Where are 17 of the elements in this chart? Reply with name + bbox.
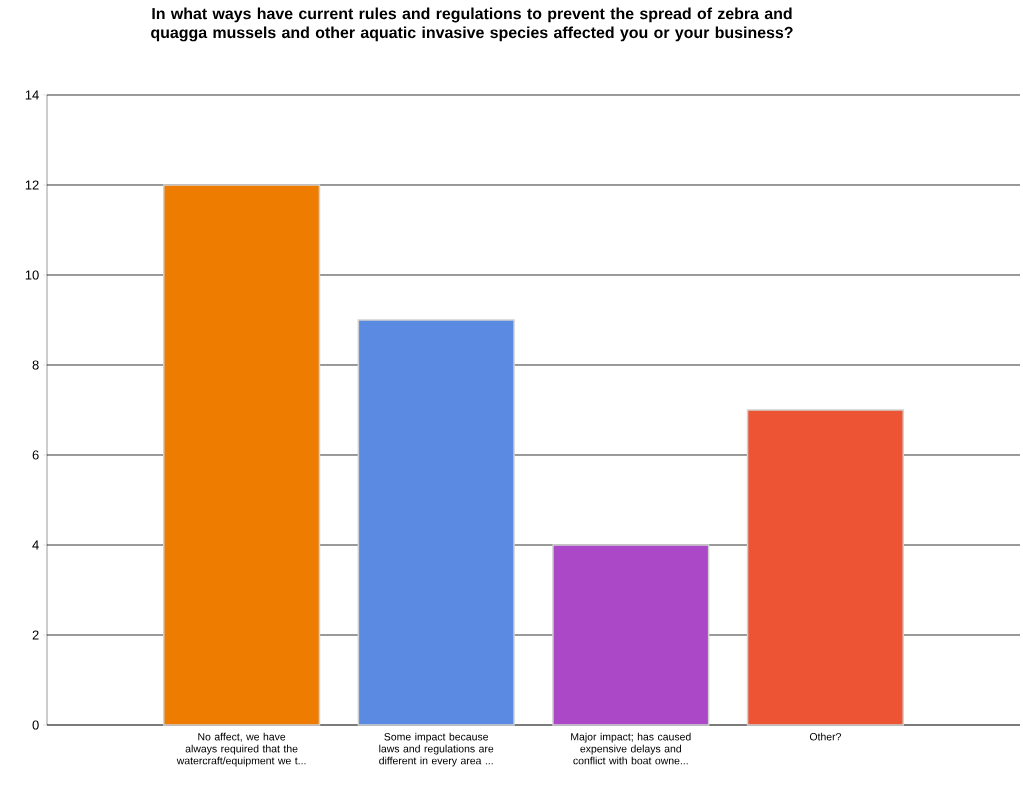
chart-title: In what ways have current rules and regulations to prevent the spread of zebra and quagga mussels and other aquatic invasive species affected you or your business? <box>151 7 793 42</box>
x-tick-label: No affect, we have always required that the watercraft/equipment we t... <box>176 732 306 767</box>
y-tick-label: 10 <box>25 270 39 280</box>
bar <box>357 319 515 726</box>
y-tick-label: 6 <box>32 450 39 460</box>
bar <box>163 184 321 726</box>
x-tick-label: Some impact because laws and regulations are different in every area ... <box>379 732 494 767</box>
bar <box>552 544 710 726</box>
x-tick-label: Major impact; has caused expensive delays and conflict with boat owne... <box>571 732 691 765</box>
y-tick-label: 8 <box>32 360 39 370</box>
y-tick-label: 0 <box>32 720 39 730</box>
bar <box>746 409 904 726</box>
y-tick-label: 12 <box>25 180 39 190</box>
y-tick-label: 2 <box>32 630 39 640</box>
x-tick-label: Other? <box>809 732 841 741</box>
y-tick-label: 4 <box>32 540 39 550</box>
y-tick-label: 14 <box>25 90 39 100</box>
